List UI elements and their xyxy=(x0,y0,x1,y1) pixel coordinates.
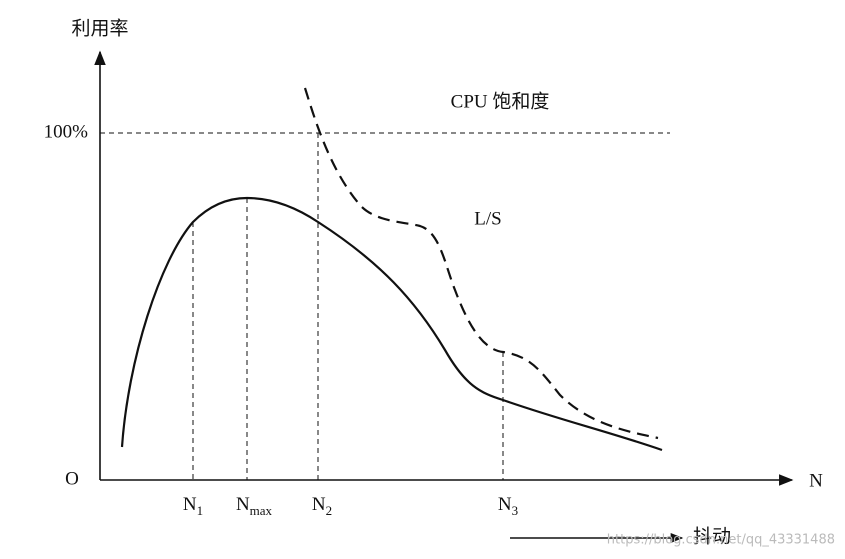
marker-label: Nmax xyxy=(236,494,273,518)
x-axis-label: N xyxy=(809,470,823,491)
thrash-label: 抖动 xyxy=(693,525,731,547)
cpu-curve-label: CPU 饱和度 xyxy=(451,90,550,112)
origin-label: O xyxy=(65,468,79,489)
marker-label: N2 xyxy=(312,494,332,518)
ls-curve-label: L/S xyxy=(474,208,501,229)
watermark: https://blog.csdn.net/qq_43331488 xyxy=(607,533,835,548)
marker-label: N1 xyxy=(183,494,203,518)
full-mark-label: 100% xyxy=(44,121,89,142)
guides xyxy=(192,133,504,480)
marker-label: N3 xyxy=(498,494,518,518)
cpu-curve xyxy=(303,87,659,440)
y-axis-label: 利用率 xyxy=(71,17,128,39)
ls-curve xyxy=(120,196,663,452)
